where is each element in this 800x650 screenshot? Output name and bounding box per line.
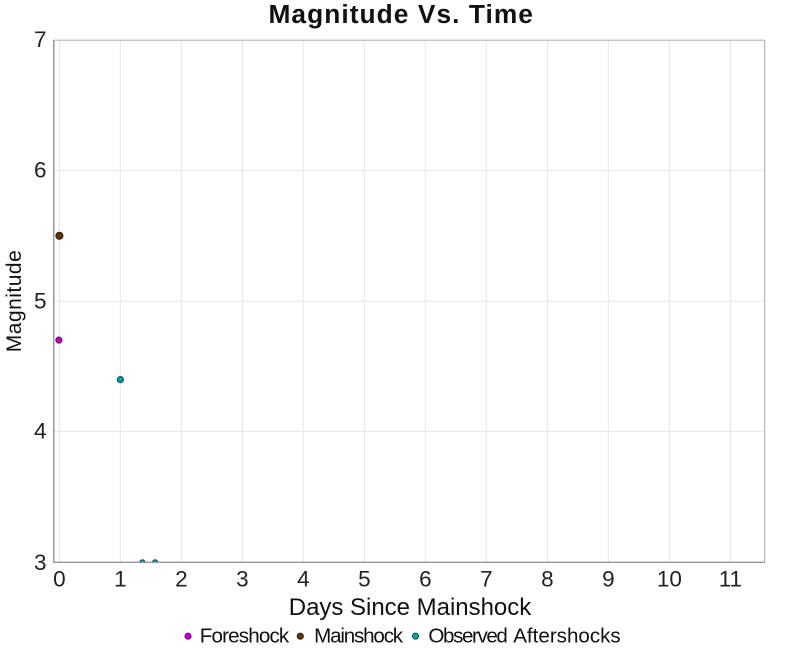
svg-text:5: 5 [34, 288, 47, 313]
svg-text:11: 11 [719, 567, 742, 592]
svg-text:8: 8 [541, 567, 554, 592]
svg-text:0: 0 [53, 567, 66, 592]
svg-text:Magnitude: Magnitude [3, 250, 26, 352]
svg-text:1: 1 [114, 567, 127, 592]
svg-text:2: 2 [175, 567, 188, 592]
svg-text:4: 4 [34, 419, 47, 444]
svg-text:Observed: Observed [428, 625, 508, 648]
svg-text:Magnitude Vs. Time: Magnitude Vs. Time [268, 0, 533, 29]
svg-text:9: 9 [602, 567, 615, 592]
svg-text:10: 10 [657, 567, 682, 592]
svg-text:Mainshock: Mainshock [314, 625, 404, 648]
svg-text:6: 6 [419, 567, 432, 592]
svg-text:6: 6 [34, 158, 47, 183]
svg-text:4: 4 [297, 567, 310, 592]
svg-text:7: 7 [480, 567, 493, 592]
svg-text:7: 7 [34, 27, 47, 52]
svg-text:Days Since Mainshock: Days Since Mainshock [289, 594, 533, 621]
svg-text:Foreshock: Foreshock [200, 625, 290, 648]
svg-text:3: 3 [34, 550, 47, 575]
svg-text:3: 3 [236, 567, 249, 592]
svg-text:5: 5 [358, 567, 371, 592]
svg-text:Aftershocks: Aftershocks [513, 625, 621, 648]
